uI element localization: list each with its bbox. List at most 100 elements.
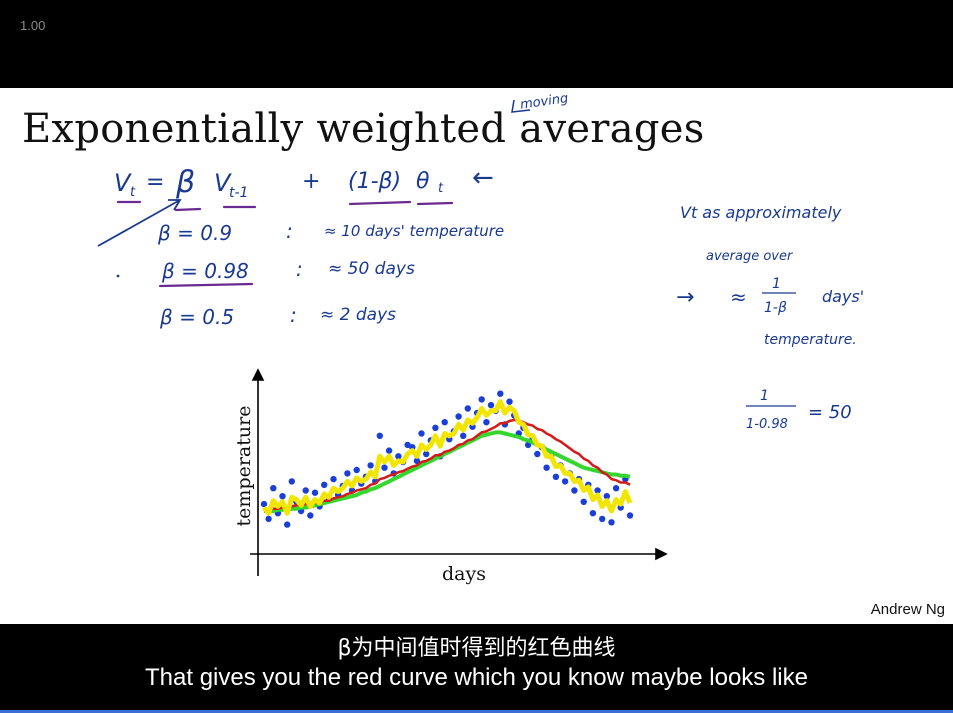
- formula-vt: V: [114, 169, 132, 197]
- data-point: [418, 430, 425, 437]
- formula-eq: =: [146, 170, 164, 195]
- data-point: [487, 401, 495, 409]
- data-point: [311, 489, 319, 496]
- data-point: [284, 521, 291, 528]
- calc-numerator: 1: [760, 388, 769, 404]
- formula-theta-sub: t: [438, 181, 444, 196]
- data-point: [543, 464, 550, 471]
- data-point: [441, 419, 448, 426]
- data-point: [353, 466, 360, 474]
- beta-example-1-approx: ≈ 10 days' temperature: [324, 222, 504, 240]
- data-point: [270, 485, 277, 492]
- data-point: [497, 390, 504, 397]
- x-axis-arrowhead: [655, 547, 668, 561]
- beta-example-3-sep: :: [290, 303, 297, 327]
- beta-example-2-approx: ≈ 50 days: [328, 259, 415, 279]
- y-axis-arrowhead: [251, 368, 265, 381]
- beta-example-1-sep: :: [286, 219, 293, 243]
- beta-example-3-approx: ≈ 2 days: [320, 305, 396, 325]
- red-curve-beta-09: [264, 418, 631, 513]
- formula-vt-sub: t: [130, 185, 136, 200]
- formula-theta: θ: [416, 169, 430, 194]
- data-point: [589, 510, 597, 517]
- subtitle-chinese: β为中间值时得到的红色曲线: [337, 636, 616, 661]
- data-point: [302, 487, 309, 494]
- lecture-slide: Exponentially weighted averages moving V…: [0, 88, 953, 624]
- data-point: [460, 432, 467, 439]
- formula-vprev-sub: t-1: [229, 185, 248, 201]
- side-note-approx: ≈: [730, 285, 747, 309]
- purple-underlines: [116, 200, 454, 288]
- data-point: [330, 475, 337, 483]
- beta-examples: β = 0.9 : ≈ 10 days' temperature β = 0.9…: [157, 219, 504, 329]
- data-point: [603, 493, 610, 500]
- data-point: [464, 405, 471, 412]
- data-point: [455, 413, 462, 420]
- moving-note: moving: [519, 91, 569, 113]
- data-point: [599, 515, 606, 523]
- beta-example-2-sep: :: [296, 257, 303, 281]
- data-point: [483, 419, 490, 426]
- data-point: [413, 457, 421, 465]
- calc-result: = 50: [808, 402, 852, 423]
- side-note-line1: Vt as approximately: [680, 203, 842, 222]
- data-point: [561, 478, 569, 485]
- data-point: [279, 493, 286, 500]
- beta-example-3: β = 0.5: [159, 305, 234, 329]
- yellow-curve-beta-05: [262, 399, 633, 516]
- side-note-line4: temperature.: [764, 332, 857, 348]
- side-note-frac-num: 1: [772, 276, 781, 292]
- x-axis-label: days: [442, 563, 486, 585]
- calc-denominator: 1-0.98: [746, 417, 788, 432]
- temperature-chart: days temperature: [233, 368, 668, 585]
- data-point: [367, 462, 374, 469]
- side-note-days: days': [822, 287, 864, 306]
- data-point: [506, 398, 513, 405]
- data-point: [288, 478, 295, 485]
- ewa-formula: V t = β V t-1 + (1-β) θ t ←: [114, 163, 494, 201]
- beta-example-2: β = 0.98: [161, 259, 249, 283]
- subtitle-bar: β为中间值时得到的红色曲线 That gives you the red cur…: [0, 624, 953, 713]
- data-point: [594, 487, 601, 494]
- beta-example-1: β = 0.9: [157, 221, 232, 245]
- data-point: [478, 396, 485, 403]
- playback-speed[interactable]: 1.00: [20, 18, 46, 33]
- data-point: [265, 515, 272, 523]
- side-notes: Vt as approximately average over → ≈ 1 1…: [676, 203, 864, 432]
- formula-beta: β: [175, 165, 195, 200]
- data-point: [612, 485, 620, 492]
- data-point: [376, 432, 383, 439]
- data-point: [571, 487, 578, 494]
- video-top-bar: 1.00: [0, 0, 953, 88]
- green-curve-beta-098: [264, 430, 631, 513]
- formula-plus: +: [302, 169, 320, 194]
- chart-axes: [250, 368, 668, 576]
- side-note-arrow: →: [676, 285, 694, 310]
- data-point: [344, 470, 351, 477]
- data-point: [395, 453, 402, 460]
- data-point: [608, 519, 615, 526]
- data-point: [534, 450, 541, 458]
- pointer-arrow: [97, 199, 182, 247]
- side-note-frac-den: 1-β: [764, 300, 787, 316]
- y-axis-label: temperature: [233, 406, 255, 527]
- data-point: [626, 512, 634, 519]
- data-point: [580, 498, 587, 505]
- formula-one-minus-beta: (1-β): [348, 169, 401, 194]
- formula-arrow: ←: [472, 163, 494, 193]
- slide-title: Exponentially weighted averages: [22, 106, 705, 152]
- data-point: [552, 473, 560, 480]
- slide-handwriting: moving V t = β V t-1 + (1-β) θ t ←: [97, 91, 864, 432]
- video-progress-bar[interactable]: [0, 710, 953, 713]
- data-point: [307, 512, 314, 519]
- data-point: [423, 450, 430, 458]
- data-point: [260, 500, 268, 508]
- chart-plot-area: [260, 390, 634, 528]
- data-point: [381, 464, 388, 471]
- moving-caret: [511, 99, 531, 113]
- stray-dot: [116, 274, 120, 278]
- author-credit: Andrew Ng: [870, 601, 945, 618]
- data-point: [321, 481, 328, 488]
- side-note-line2: average over: [706, 249, 794, 264]
- subtitle-english: That gives you the red curve which you k…: [145, 664, 808, 691]
